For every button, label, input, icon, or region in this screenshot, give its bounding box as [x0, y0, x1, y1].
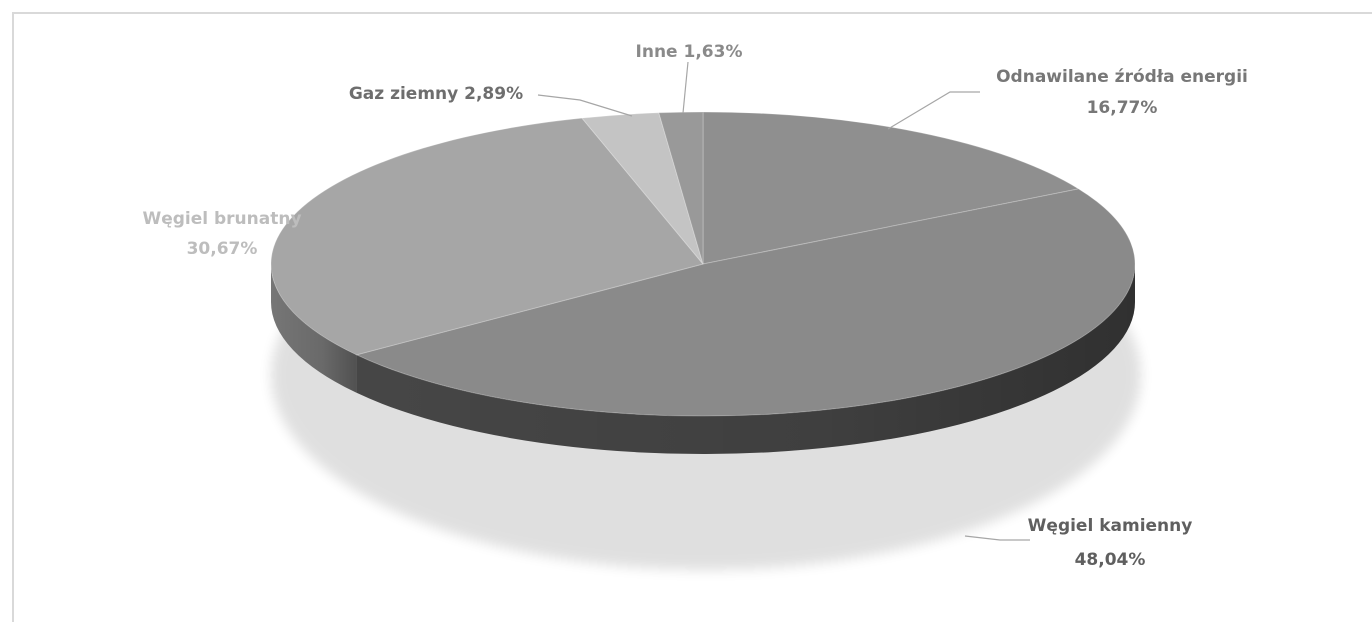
value-wegiel-brunatny: 30,67% — [187, 239, 258, 259]
leader-inne — [682, 61, 689, 114]
side-shade-wegiel-brunatny — [271, 264, 357, 393]
label-wegiel-brunatny: Węgiel brunatny — [142, 209, 301, 229]
slice-labels: Węgiel kamienny 48,04% Węgiel brunatny 30,6… — [142, 42, 1247, 570]
chart-frame — [12, 12, 1372, 622]
label-odnawilane-zrodla-energii: Odnawilane źródła energii — [996, 67, 1248, 87]
side-shade-wegiel-kamienny — [356, 264, 1135, 454]
pie-tops — [270, 111, 1136, 417]
leader-wegiel-kamienny — [964, 535, 1030, 541]
slice-wegiel-kamienny — [355, 188, 1136, 417]
slice-gaz-ziemny — [580, 112, 704, 265]
label-inne: Inne 1,63% — [636, 42, 743, 62]
slice-wegiel-brunatny — [270, 117, 704, 356]
leader-odnawilane-zrodla-energii — [887, 91, 980, 130]
slice-inne — [658, 111, 704, 265]
value-wegiel-kamienny: 48,04% — [1075, 550, 1146, 570]
label-gaz-ziemny: Gaz ziemny 2,89% — [349, 84, 523, 104]
value-odnawilane-zrodla-energii: 16,77% — [1087, 98, 1158, 118]
slice-odnawilane-zrodla-energii — [702, 111, 1080, 265]
leader-lines — [537, 61, 1030, 541]
leader-gaz-ziemny — [537, 94, 633, 117]
pie-sides — [271, 264, 1135, 454]
label-wegiel-kamienny: Węgiel kamienny — [1028, 516, 1193, 536]
